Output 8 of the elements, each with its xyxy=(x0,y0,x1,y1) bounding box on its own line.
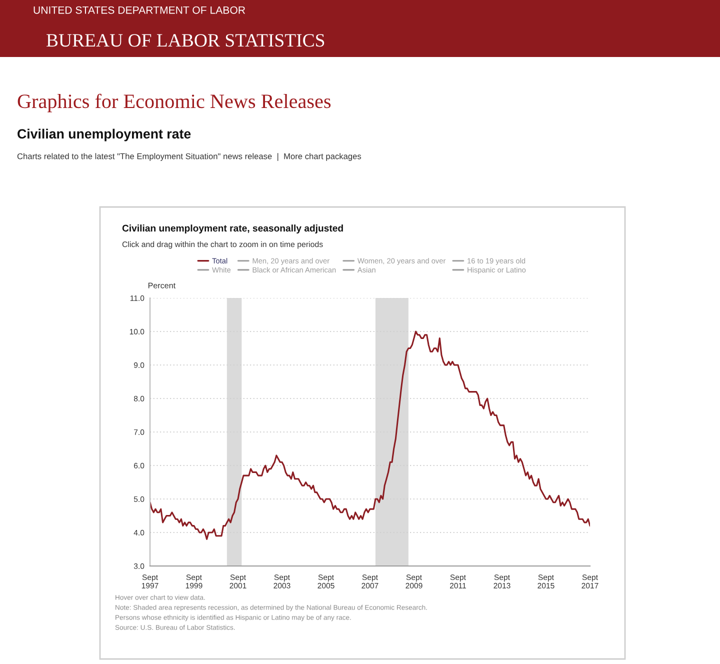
text: Charts related to the latest "The Employment Situation" news release | More chart packages xyxy=(17,153,362,161)
text: Civilian unemployment rate xyxy=(18,128,191,142)
chart-title: Civilian unemployment rate, seasonally adjusted xyxy=(122,224,343,234)
text: BUREAU OF LABOR STATISTICS xyxy=(46,34,324,47)
line-series xyxy=(150,330,590,540)
y-axis-title: Percent xyxy=(148,282,176,288)
text: Graphics for Economic News Releases xyxy=(18,94,331,112)
text: UNITED STATES DEPARTMENT OF LABOR xyxy=(34,6,246,14)
